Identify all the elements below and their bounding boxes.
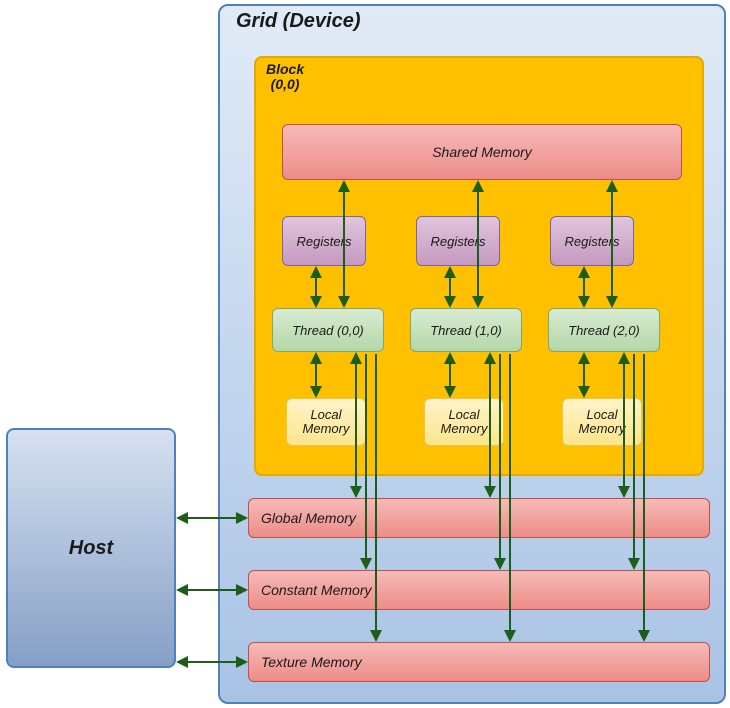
constant: Constant Memory [248, 570, 710, 610]
host: Host [6, 428, 176, 668]
grid_title-label: Grid (Device) [236, 10, 360, 33]
global: Global Memory [248, 498, 710, 538]
texture-label: Texture Memory [261, 654, 362, 670]
host-label: Host [69, 537, 113, 560]
lm2: LocalMemory [562, 398, 642, 446]
global-label: Global Memory [261, 510, 356, 526]
texture: Texture Memory [248, 642, 710, 682]
th2-label: Thread (2,0) [568, 323, 640, 338]
th1-label: Thread (1,0) [430, 323, 502, 338]
th0-label: Thread (0,0) [292, 323, 364, 338]
lm2-label: LocalMemory [579, 408, 626, 437]
th2: Thread (2,0) [548, 308, 660, 352]
grid_title: Grid (Device) [236, 10, 436, 38]
th1: Thread (1,0) [410, 308, 522, 352]
th0: Thread (0,0) [272, 308, 384, 352]
lm0-label: LocalMemory [303, 408, 350, 437]
lm1: LocalMemory [424, 398, 504, 446]
shared: Shared Memory [282, 124, 682, 180]
reg2-label: Registers [565, 234, 620, 249]
lm0: LocalMemory [286, 398, 366, 446]
block_title: Block (0,0) [266, 62, 346, 98]
shared-label: Shared Memory [432, 144, 532, 160]
block_title-label: Block (0,0) [266, 62, 304, 93]
reg0-label: Registers [297, 234, 352, 249]
constant-label: Constant Memory [261, 582, 371, 598]
reg2: Registers [550, 216, 634, 266]
reg1-label: Registers [431, 234, 486, 249]
lm1-label: LocalMemory [441, 408, 488, 437]
reg1: Registers [416, 216, 500, 266]
reg0: Registers [282, 216, 366, 266]
